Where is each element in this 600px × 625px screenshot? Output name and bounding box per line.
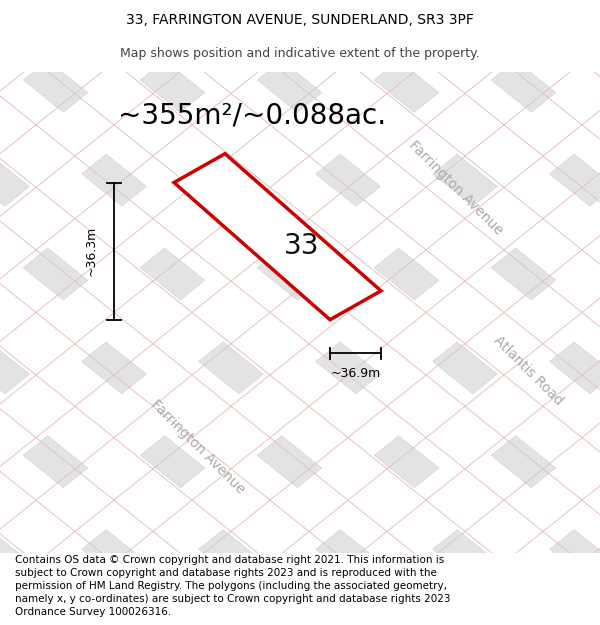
Text: 33: 33	[284, 232, 319, 261]
Polygon shape	[257, 248, 322, 300]
Polygon shape	[174, 154, 381, 320]
Polygon shape	[433, 529, 497, 582]
Polygon shape	[374, 248, 439, 300]
Polygon shape	[82, 154, 146, 206]
Polygon shape	[0, 342, 29, 394]
Polygon shape	[316, 342, 380, 394]
Polygon shape	[23, 623, 88, 625]
Polygon shape	[23, 248, 88, 300]
Polygon shape	[316, 529, 380, 582]
Polygon shape	[433, 342, 497, 394]
Polygon shape	[374, 436, 439, 488]
Polygon shape	[199, 342, 263, 394]
Polygon shape	[0, 529, 29, 582]
Polygon shape	[491, 436, 556, 488]
Polygon shape	[550, 342, 600, 394]
Polygon shape	[140, 248, 205, 300]
Polygon shape	[550, 0, 600, 19]
Polygon shape	[199, 154, 263, 206]
Text: Atlantis Road: Atlantis Road	[491, 333, 565, 408]
Polygon shape	[257, 60, 322, 112]
Polygon shape	[199, 0, 263, 19]
Text: 33, FARRINGTON AVENUE, SUNDERLAND, SR3 3PF: 33, FARRINGTON AVENUE, SUNDERLAND, SR3 3…	[126, 13, 474, 27]
Polygon shape	[491, 248, 556, 300]
Polygon shape	[374, 60, 439, 112]
Text: ~355m²/~0.088ac.: ~355m²/~0.088ac.	[118, 101, 386, 129]
Text: Farrington Avenue: Farrington Avenue	[148, 398, 248, 497]
Polygon shape	[140, 623, 205, 625]
Polygon shape	[257, 623, 322, 625]
Polygon shape	[374, 623, 439, 625]
Text: Contains OS data © Crown copyright and database right 2021. This information is
: Contains OS data © Crown copyright and d…	[15, 554, 451, 618]
Polygon shape	[316, 154, 380, 206]
Polygon shape	[491, 60, 556, 112]
Polygon shape	[82, 0, 146, 19]
Text: Map shows position and indicative extent of the property.: Map shows position and indicative extent…	[120, 48, 480, 61]
Polygon shape	[199, 529, 263, 582]
Polygon shape	[316, 0, 380, 19]
Text: ~36.3m: ~36.3m	[85, 226, 98, 276]
Polygon shape	[140, 60, 205, 112]
Polygon shape	[433, 154, 497, 206]
Polygon shape	[0, 0, 29, 19]
Polygon shape	[140, 436, 205, 488]
Polygon shape	[82, 342, 146, 394]
Polygon shape	[550, 529, 600, 582]
Polygon shape	[82, 529, 146, 582]
Polygon shape	[433, 0, 497, 19]
Polygon shape	[0, 154, 29, 206]
Text: ~36.9m: ~36.9m	[331, 367, 380, 380]
Polygon shape	[550, 154, 600, 206]
Polygon shape	[23, 60, 88, 112]
Polygon shape	[257, 436, 322, 488]
Polygon shape	[23, 436, 88, 488]
Polygon shape	[491, 623, 556, 625]
Text: Farrington Avenue: Farrington Avenue	[406, 138, 506, 237]
